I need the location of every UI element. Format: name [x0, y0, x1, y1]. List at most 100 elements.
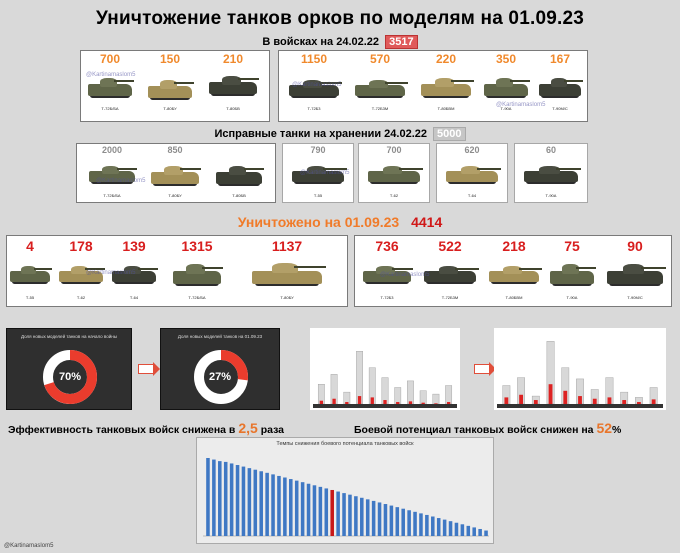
- decline-bar: [472, 527, 476, 536]
- tank-icon: [209, 70, 260, 96]
- tank-icon: [363, 260, 414, 284]
- decline-bar: [425, 514, 429, 536]
- tank-icon: [424, 260, 479, 284]
- decline-bar: [365, 499, 370, 536]
- storage_right-model-0: Т-55: [313, 193, 323, 198]
- tank-icon: [489, 260, 542, 284]
- mini-bar-destroyed: [332, 398, 336, 404]
- destroyed_left-model-3: Т-72Б/БА: [188, 295, 206, 300]
- watermark-4: @Kartinamaslom5: [300, 170, 350, 176]
- decline-bar: [342, 493, 346, 536]
- mini-bar-destroyed: [592, 398, 597, 404]
- decline-bar: [442, 519, 447, 536]
- army_right-count-2: 220: [435, 52, 457, 66]
- section-storage-total: 5000: [433, 127, 466, 141]
- decline-bar: [235, 465, 240, 536]
- decline-bar: [478, 528, 482, 536]
- statement-efficiency-suffix: раза: [260, 424, 285, 436]
- donut-panel-start: Доля новых моделей танков на начало войн…: [6, 328, 132, 410]
- decline-bar: [218, 461, 222, 536]
- storage_right-model-1: Т-62: [389, 193, 399, 198]
- decline-bar: [389, 505, 394, 536]
- mini-chart-after: [494, 328, 666, 410]
- decline-bar: [259, 471, 263, 536]
- decline-bar: [431, 516, 435, 536]
- mini-bar-destroyed: [396, 402, 400, 404]
- tank-icon: [484, 72, 531, 98]
- section-army-header: В войсках на 24.02.22 3517: [0, 35, 680, 49]
- destroyed_right-model-1: Т-72Б3М: [441, 295, 459, 300]
- storage_right-count-3: 60: [545, 145, 556, 155]
- decline-bar: [300, 482, 305, 536]
- tank-icon: [252, 256, 326, 286]
- donut-panel-now: Доля новых моделей танков на 01.09.23 27…: [160, 328, 280, 410]
- destroyed_left-model-0: Т-55: [25, 295, 35, 300]
- army_left-model-0: Т-72Б/БА: [101, 106, 119, 111]
- storage_left-count-0: 2000: [101, 145, 123, 155]
- watermark-5: @Kartinamaslom5: [86, 270, 136, 276]
- decline-bar: [448, 521, 453, 536]
- decline-chart-plot: [203, 458, 489, 537]
- army_right-model-0: Т-72Б3: [307, 106, 321, 111]
- statement-potential-accent: 52: [596, 420, 613, 436]
- decline-chart-title: Темпы снижения боевого потенциала танков…: [276, 441, 414, 447]
- destroyed_right-model-3: Т-90А: [566, 295, 578, 300]
- donut-now-share: [194, 350, 248, 404]
- tank-icon: [59, 260, 106, 284]
- mini-axis: [313, 404, 457, 408]
- decline-bar: [324, 488, 329, 536]
- army_left-count-0: 700: [99, 52, 121, 66]
- destroyed_right-model-4: Т-90М/С: [627, 295, 643, 300]
- decline-bar: [253, 469, 258, 536]
- storage_right-model-2: Т-64: [467, 193, 477, 198]
- footer-watermark: @Kartinamaslom5: [4, 543, 54, 549]
- section-storage-label: Исправные танки на хранении 24.02.22: [214, 128, 427, 140]
- mini-bar-destroyed: [578, 396, 582, 404]
- watermark-1: @Kartinamaslom5: [292, 82, 342, 88]
- decline-bar: [306, 483, 311, 536]
- statement-potential-text: Боевой потенциал танковых войск снижен н…: [354, 424, 594, 436]
- decline-bar: [271, 474, 275, 536]
- donut-start-share: [43, 350, 97, 404]
- tank-icon: [151, 160, 202, 186]
- mini-bar-destroyed: [533, 400, 538, 404]
- army_left-model-1: Т-80БУ: [163, 106, 177, 111]
- decline-bar: [395, 507, 400, 536]
- decline-bar: [229, 463, 234, 536]
- decline-chart-panel: Темпы снижения боевого потенциала танков…: [196, 437, 494, 544]
- mini-bar-destroyed: [357, 396, 362, 404]
- tank-icon: [368, 160, 423, 184]
- statement-potential-suffix: %: [612, 424, 622, 436]
- watermark-3: @Kartinamaslom5: [96, 178, 146, 184]
- donut-start-chart: [43, 350, 97, 404]
- destroyed_right-model-0: Т-72Б3: [380, 295, 394, 300]
- donut-now-value: 27%: [209, 371, 232, 383]
- arrow-right-icon: [138, 362, 160, 376]
- tank-icon: [112, 260, 159, 284]
- decline-bar: [289, 479, 293, 536]
- decline-bar: [460, 524, 465, 536]
- destroyed_right-model-2: Т-80БВМ: [505, 295, 523, 300]
- mini-bar-destroyed: [408, 401, 413, 404]
- army_right-model-1: Т-72Б3М: [371, 106, 389, 111]
- tank-icon: [539, 72, 584, 98]
- decline-bar: [413, 511, 417, 536]
- mini-bar-destroyed: [651, 399, 656, 404]
- destroyed_left-count-3: 1315: [181, 238, 213, 254]
- destroyed_left-count-1: 178: [69, 238, 93, 254]
- decline-bar: [360, 497, 364, 536]
- decline-bar: [265, 472, 269, 536]
- statement-efficiency-text: Эффективность танковых войск снижена в: [8, 424, 236, 436]
- destroyed_left-model-1: Т-62: [76, 295, 86, 300]
- statement-efficiency-accent: 2,5: [238, 420, 258, 436]
- decline-bar: [330, 489, 334, 536]
- decline-bar: [283, 477, 287, 536]
- army_right-count-1: 570: [369, 52, 391, 66]
- statement-efficiency: Эффективность танковых войск снижена в 2…: [8, 420, 284, 436]
- decline-bar: [247, 468, 252, 536]
- tank-icon: [216, 160, 265, 186]
- storage_left-model-1: Т-80БУ: [168, 193, 182, 198]
- section-destroyed-header: Уничтожено на 01.09.23 4414: [0, 214, 680, 230]
- mini-bar-destroyed: [434, 403, 438, 404]
- destroyed_right-count-4: 90: [627, 238, 643, 254]
